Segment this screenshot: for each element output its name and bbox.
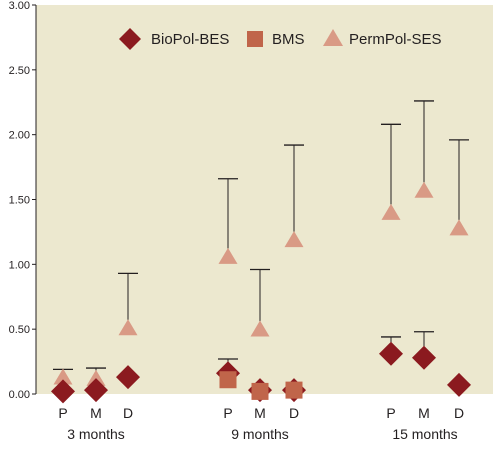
- x-subcategory-label: D: [454, 405, 464, 421]
- x-group-label: 15 months: [392, 426, 457, 442]
- data-point: [219, 371, 237, 389]
- data-point: [86, 369, 106, 386]
- data-point: [84, 378, 108, 403]
- data-point: [412, 345, 436, 370]
- data-point: [449, 219, 469, 236]
- data-point: [250, 320, 270, 337]
- y-axis: 0.00 0.50 1.00 1.50 2.00 2.50 3.00: [9, 0, 37, 401]
- x-group-label: 3 months: [67, 426, 125, 442]
- x-subcategory-label: M: [90, 405, 102, 421]
- x-subcategory-label: P: [386, 405, 395, 421]
- y-tick-label: 0.00: [9, 389, 30, 401]
- data-point: [53, 368, 73, 385]
- data-point: [379, 341, 403, 366]
- data-point: [381, 203, 401, 220]
- legend-marker: [247, 31, 263, 47]
- data-point: [414, 181, 434, 198]
- legend-label: BioPol-BES: [151, 31, 229, 48]
- legend-marker: [323, 29, 343, 46]
- x-subcategory-label: D: [123, 405, 133, 421]
- legend-label: BMS: [272, 31, 305, 48]
- x-group-label: 9 months: [231, 426, 289, 442]
- y-tick-label: 2.50: [9, 65, 30, 77]
- y-tick-label: 1.00: [9, 259, 30, 271]
- x-subcategory-label: D: [289, 405, 299, 421]
- data-point: [285, 381, 303, 399]
- x-subcategory-label: M: [254, 405, 266, 421]
- data-point: [51, 379, 75, 404]
- x-subcategory-label: M: [418, 405, 430, 421]
- y-tick-label: 0.50: [9, 324, 30, 336]
- y-tick-label: 1.50: [9, 195, 30, 207]
- data-point: [447, 372, 471, 397]
- data-markers: [51, 181, 471, 404]
- data-point: [251, 382, 269, 400]
- x-subcategory-label: P: [223, 405, 232, 421]
- legend-label: PermPol-SES: [349, 31, 442, 48]
- data-point: [284, 231, 304, 248]
- data-point: [218, 247, 238, 264]
- y-tick-label: 3.00: [9, 0, 30, 12]
- legend-marker: [119, 28, 141, 50]
- legend: BioPol-BES BMS PermPol-SES: [119, 28, 442, 50]
- data-point: [116, 365, 140, 390]
- y-tick-label: 2.00: [9, 130, 30, 142]
- data-point: [118, 319, 138, 336]
- x-subcategory-label: P: [58, 405, 67, 421]
